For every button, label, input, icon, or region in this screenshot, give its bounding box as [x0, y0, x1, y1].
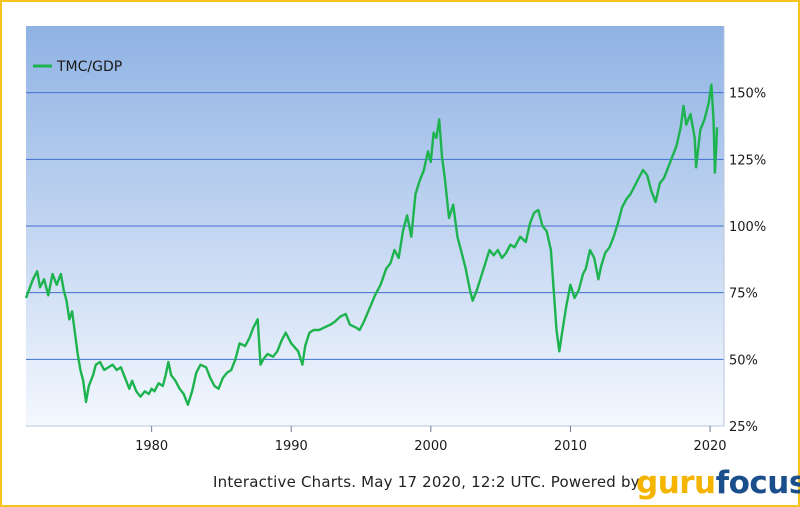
y-tick-label-25: 25%: [729, 420, 758, 435]
x-tick-label-2010: 2010: [554, 439, 587, 454]
x-tick-label-2000: 2000: [414, 439, 447, 454]
logo-guru-text: guru: [636, 465, 716, 501]
chart-svg[interactable]: 25% 50% 75% 100% 125% 150% 1980 1990 2000 2010 20…: [0, 0, 800, 470]
y-tick-label-100: 100%: [729, 220, 766, 235]
grid-lines: [26, 26, 725, 427]
legend[interactable]: TMC/GDP: [33, 59, 122, 75]
x-axis-ticks: 1980 1990 2000 2010 2020: [135, 426, 727, 454]
x-tick-label-2020: 2020: [693, 439, 726, 454]
legend-label-tmc-gdp: TMC/GDP: [56, 59, 122, 75]
logo-focus-text: focus: [715, 465, 800, 501]
y-axis-ticks: 25% 50% 75% 100% 125% 150%: [729, 87, 766, 435]
footer: Interactive Charts. May 17 2020, 12:2 UT…: [0, 465, 800, 505]
gurufocus-logo[interactable]: gurufocus: [636, 465, 800, 501]
series-layer: [24, 83, 719, 406]
x-tick-label-1990: 1990: [275, 439, 308, 454]
y-tick-label-150: 150%: [729, 87, 766, 102]
footer-text: Interactive Charts. May 17 2020, 12:2 UT…: [213, 473, 640, 491]
series-line-tmc-gdp[interactable]: [24, 83, 719, 406]
y-tick-label-75: 75%: [729, 287, 758, 302]
x-tick-label-1980: 1980: [135, 439, 168, 454]
y-tick-label-125: 125%: [729, 153, 766, 168]
y-tick-label-50: 50%: [729, 353, 758, 368]
